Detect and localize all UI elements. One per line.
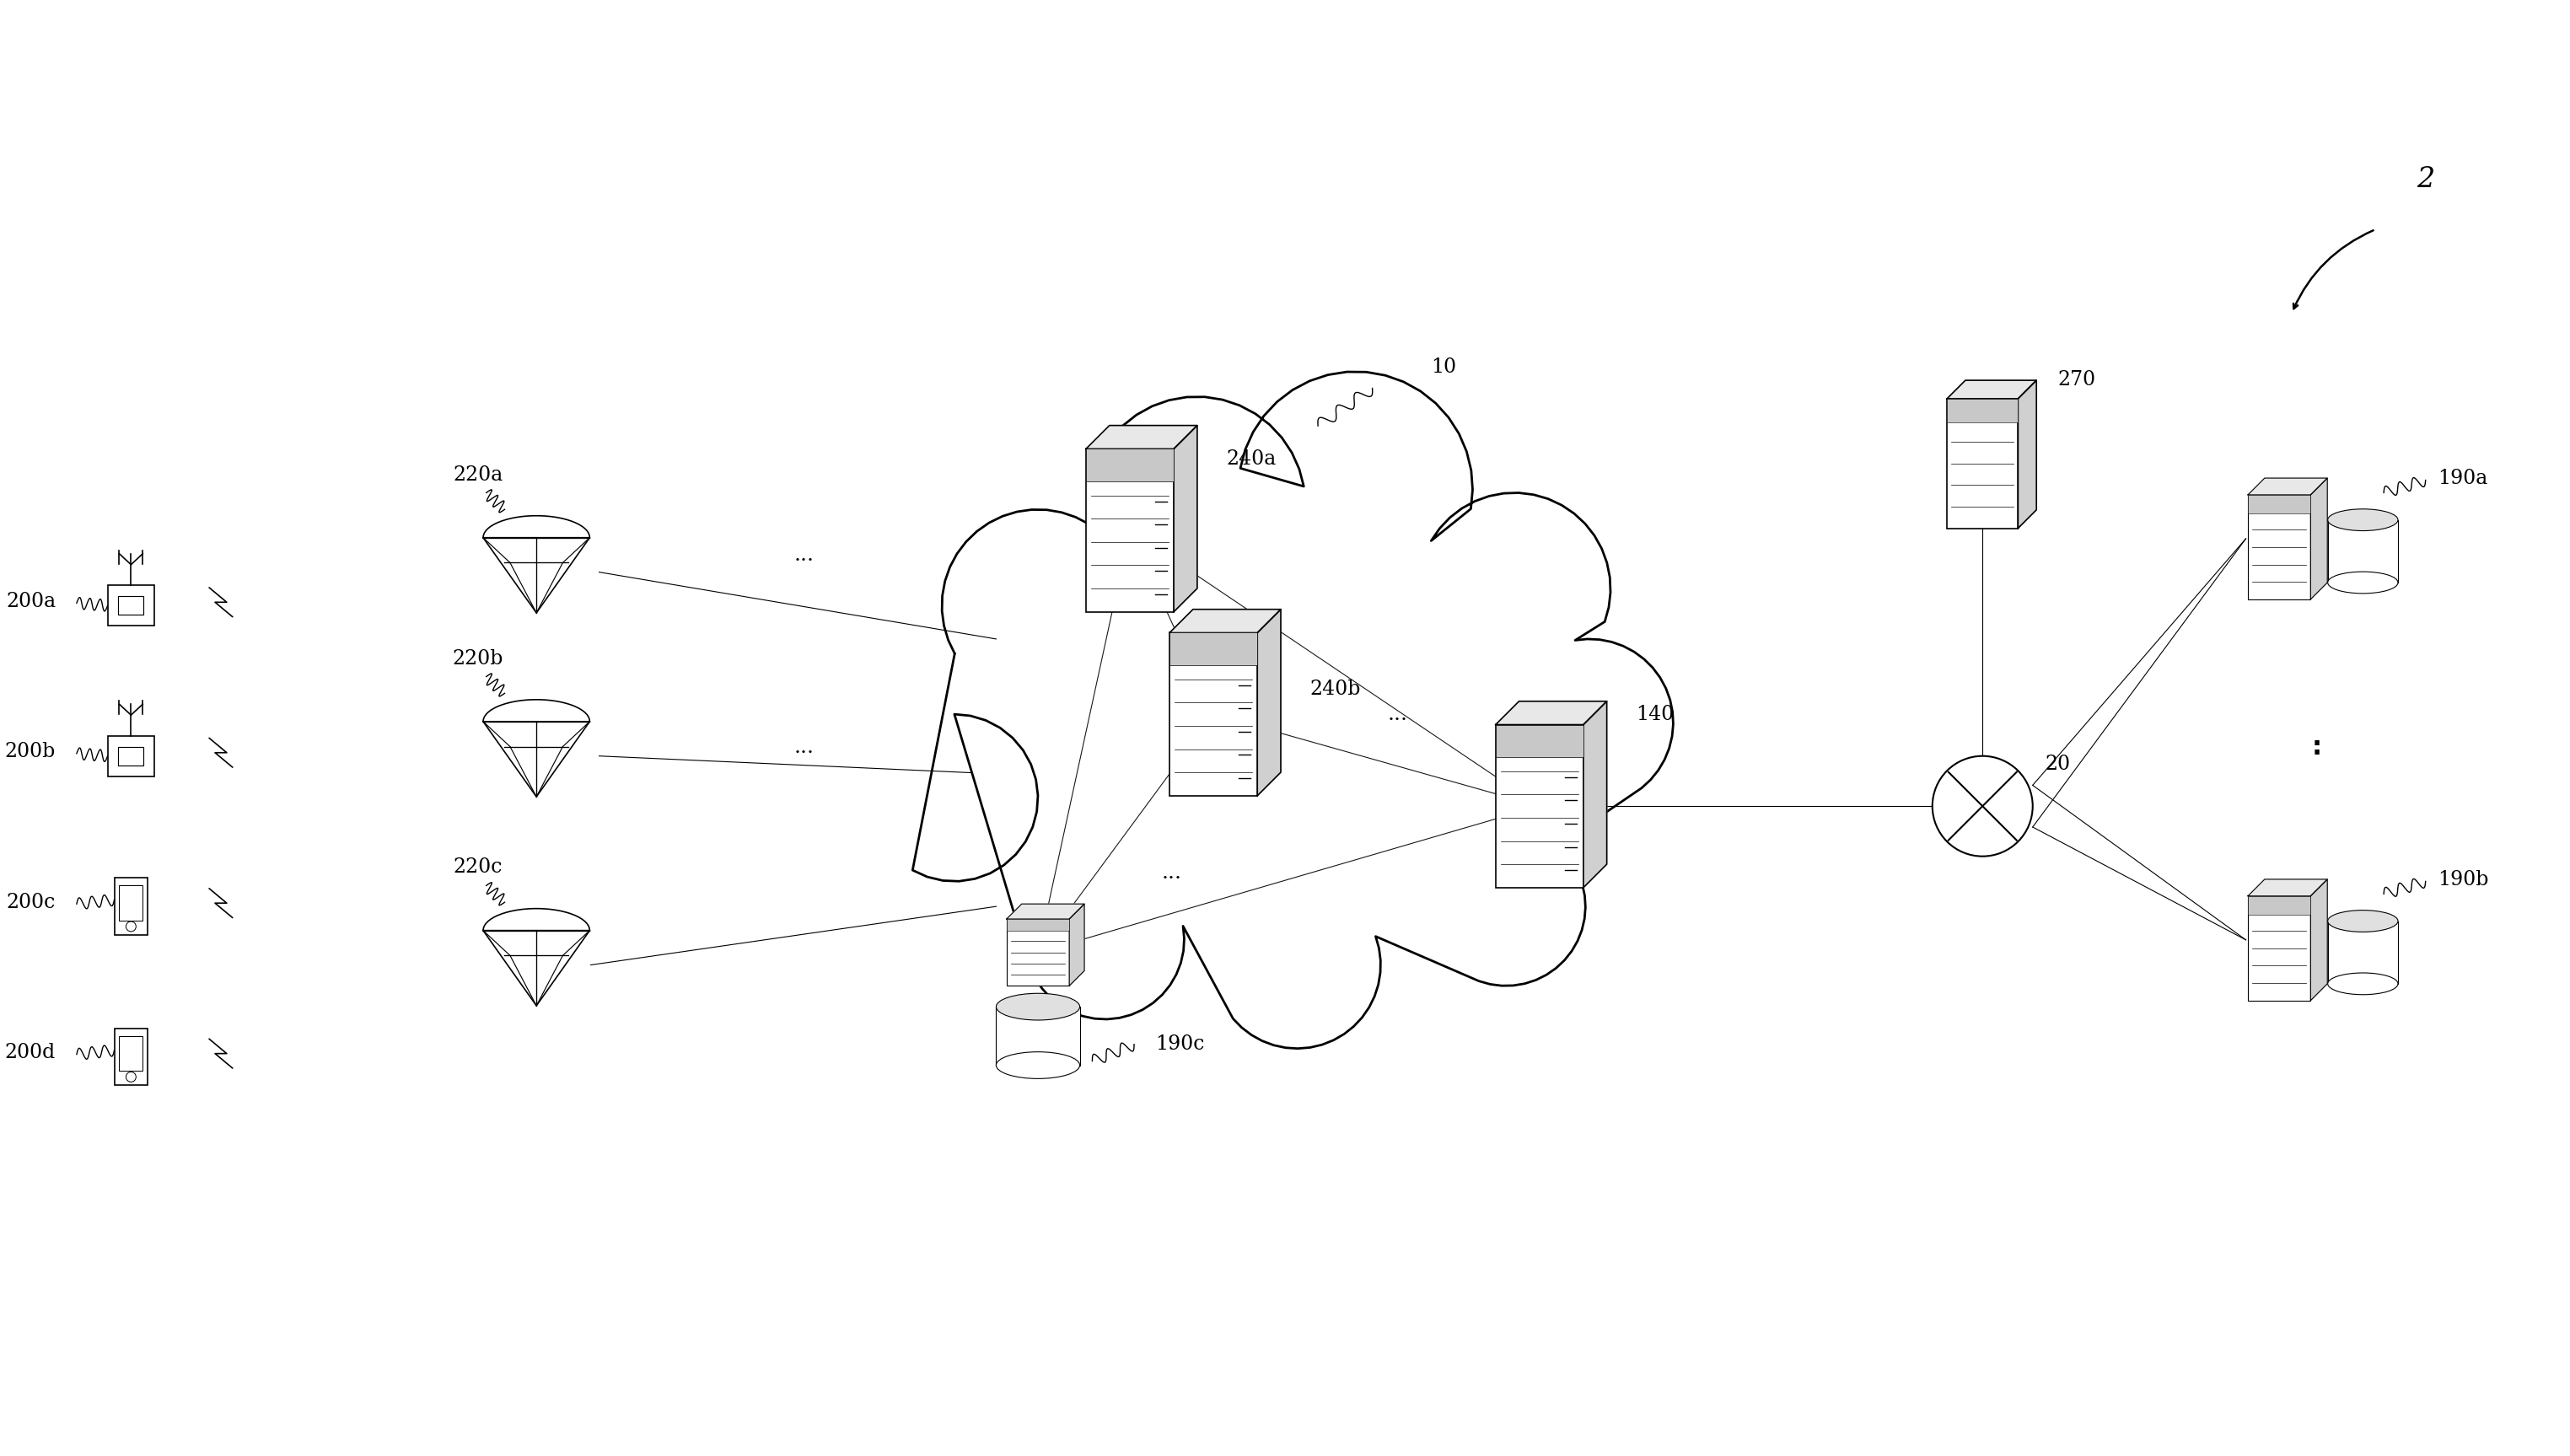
Bar [1007, 919, 1069, 986]
Polygon shape [2310, 478, 2328, 600]
Bar [1496, 725, 1583, 757]
Bar [2328, 520, 2398, 582]
Circle shape [1933, 756, 2033, 856]
Text: 220c: 220c [452, 858, 504, 877]
Ellipse shape [997, 1051, 1079, 1079]
Bar [108, 585, 154, 626]
Polygon shape [2249, 478, 2328, 495]
Text: ...: ... [1162, 863, 1182, 882]
Text: 20: 20 [2046, 754, 2071, 775]
Bar [118, 1037, 144, 1072]
Bar [997, 1006, 1079, 1066]
Bar [2328, 922, 2398, 984]
Text: 270: 270 [2059, 370, 2095, 390]
Polygon shape [1174, 425, 1198, 612]
Bar [108, 735, 154, 776]
Bar [2249, 895, 2310, 914]
Ellipse shape [997, 993, 1079, 1021]
Bar [113, 1028, 146, 1085]
Ellipse shape [2328, 910, 2398, 932]
Bar [2249, 495, 2310, 600]
Text: 200c: 200c [8, 893, 57, 911]
Text: ...: ... [794, 738, 815, 757]
Ellipse shape [2328, 510, 2398, 531]
Polygon shape [1069, 904, 1085, 986]
Text: 200a: 200a [5, 591, 57, 612]
Polygon shape [1087, 425, 1198, 448]
Bar [2249, 895, 2310, 1000]
Polygon shape [2017, 380, 2035, 529]
Bar [1496, 725, 1583, 888]
Text: 220b: 220b [452, 649, 504, 668]
Polygon shape [2249, 879, 2328, 895]
Text: 190a: 190a [2439, 469, 2488, 488]
Text: 240b: 240b [1311, 680, 1360, 699]
Text: 10: 10 [1431, 358, 1457, 377]
Polygon shape [1948, 380, 2035, 399]
Bar [1087, 448, 1174, 482]
Bar [118, 747, 144, 766]
Polygon shape [1007, 904, 1085, 919]
Polygon shape [1257, 609, 1280, 795]
Text: 190b: 190b [2439, 871, 2488, 890]
Bar [1169, 633, 1257, 665]
Bar [1087, 448, 1174, 612]
Ellipse shape [2328, 572, 2398, 594]
Text: 200d: 200d [5, 1042, 57, 1063]
Text: 240a: 240a [1226, 450, 1275, 469]
Polygon shape [1496, 702, 1606, 725]
Text: 190c: 190c [1154, 1035, 1205, 1054]
Bar [1948, 399, 2017, 529]
Bar [2249, 495, 2310, 514]
Ellipse shape [2328, 973, 2398, 994]
Polygon shape [1169, 609, 1280, 633]
Text: 200b: 200b [5, 743, 57, 761]
Text: 140: 140 [1635, 705, 1673, 724]
Bar [1948, 399, 2017, 422]
Text: :: : [2313, 735, 2323, 760]
Text: ...: ... [1388, 705, 1408, 724]
Bar [113, 878, 146, 935]
Text: 2: 2 [2416, 166, 2434, 192]
Text: ...: ... [794, 546, 815, 565]
Text: 220a: 220a [452, 464, 504, 485]
Bar [118, 885, 144, 920]
Polygon shape [2310, 879, 2328, 1000]
Bar [1169, 633, 1257, 795]
Bar [1007, 919, 1069, 930]
Bar [118, 597, 144, 614]
Polygon shape [1583, 702, 1606, 888]
